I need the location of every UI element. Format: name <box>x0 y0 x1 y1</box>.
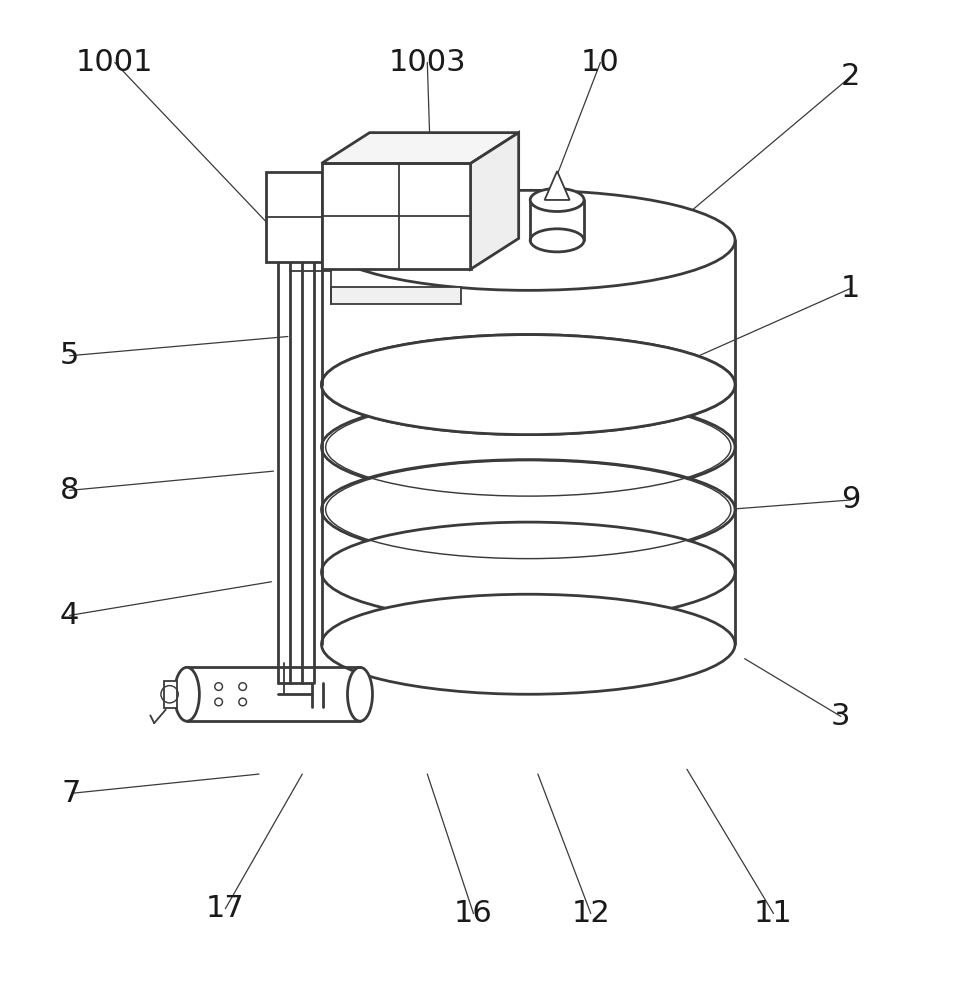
Ellipse shape <box>174 667 200 721</box>
Bar <box>321 163 470 269</box>
Text: 7: 7 <box>62 779 81 808</box>
Text: 4: 4 <box>60 601 79 630</box>
Ellipse shape <box>321 335 735 435</box>
Text: 5: 5 <box>60 341 79 370</box>
Polygon shape <box>321 133 518 163</box>
Ellipse shape <box>321 522 735 622</box>
Ellipse shape <box>321 335 735 435</box>
Text: 11: 11 <box>753 899 792 928</box>
Polygon shape <box>470 133 518 269</box>
Ellipse shape <box>530 188 583 212</box>
Text: 2: 2 <box>840 62 860 91</box>
Bar <box>164 681 177 708</box>
Text: 12: 12 <box>571 899 610 928</box>
Ellipse shape <box>321 397 735 497</box>
Text: 16: 16 <box>453 899 492 928</box>
Text: 1001: 1001 <box>76 48 153 77</box>
Ellipse shape <box>326 523 731 621</box>
Ellipse shape <box>321 460 735 560</box>
Text: 1003: 1003 <box>389 48 466 77</box>
Text: 17: 17 <box>205 894 244 923</box>
Bar <box>266 172 321 262</box>
Text: 1: 1 <box>840 274 860 303</box>
Ellipse shape <box>321 594 735 694</box>
Ellipse shape <box>347 667 372 721</box>
Text: 9: 9 <box>840 486 860 514</box>
Ellipse shape <box>530 229 583 252</box>
Text: 8: 8 <box>60 476 79 505</box>
Text: 3: 3 <box>830 702 850 731</box>
Bar <box>330 287 460 304</box>
Polygon shape <box>544 171 569 200</box>
Ellipse shape <box>321 190 735 290</box>
Text: 10: 10 <box>580 48 619 77</box>
